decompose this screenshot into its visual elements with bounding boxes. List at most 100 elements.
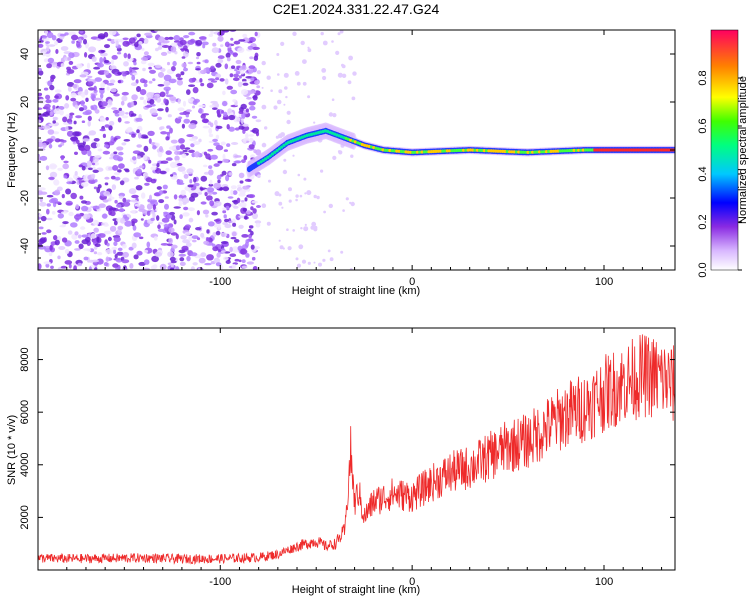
heatmap-noise-cell	[160, 126, 165, 130]
heatmap-noise-cell	[244, 215, 248, 220]
heatmap-noise-cell	[235, 70, 241, 75]
heatmap-noise-cell	[139, 236, 144, 240]
heatmap-noise-cell	[192, 100, 198, 105]
heatmap-noise-cell	[178, 200, 183, 207]
heatmap-ridge-peak	[386, 148, 390, 152]
heatmap-noise-cell	[221, 110, 225, 114]
heatmap-noise-cell	[120, 71, 128, 74]
heatmap-noise-cell	[192, 86, 199, 94]
heatmap-ridge-peak	[406, 150, 410, 154]
heatmap-noise-cell	[185, 114, 189, 118]
heatmap-faint-cell	[342, 209, 345, 212]
heatmap-noise-cell	[216, 109, 221, 116]
heatmap-noise-cell	[108, 120, 115, 126]
heatmap-noise-cell	[87, 75, 93, 79]
heatmap-faint-cell	[316, 195, 320, 200]
heatmap-noise-cell	[210, 80, 218, 83]
heatmap-noise-cell	[209, 200, 215, 207]
heatmap-noise-cell	[134, 206, 138, 210]
heatmap-noise-cell	[102, 133, 106, 138]
heatmap-noise-cell	[79, 147, 86, 152]
heatmap-noise-cell	[206, 254, 214, 261]
heatmap-noise-cell	[162, 40, 170, 44]
colorbar-ticks: 0.0 0.2 0.4 0.6 0.8	[697, 70, 742, 278]
heatmap-faint-cell	[277, 133, 283, 139]
heatmap-ridge-peak	[259, 160, 263, 164]
heatmap-noise-cell	[181, 123, 185, 129]
heatmap-noise-cell	[94, 179, 98, 183]
heatmap-noise-cell	[91, 162, 96, 166]
heatmap-noise-cell	[182, 51, 189, 58]
heatmap-noise-cell	[244, 178, 251, 182]
heatmap-faint-cell	[294, 71, 300, 76]
heatmap-noise-cell	[173, 194, 178, 200]
heatmap-noise-cell	[188, 31, 196, 36]
heatmap-noise-cell	[230, 37, 234, 41]
heatmap-noise-cell	[149, 69, 156, 74]
heatmap-noise-cell	[73, 265, 77, 270]
heatmap-noise-cell	[168, 227, 175, 233]
heatmap-noise-cell	[242, 185, 250, 190]
heatmap-noise-cell	[122, 267, 128, 270]
heatmap-noise-cell	[233, 205, 239, 209]
heatmap-noise-cell	[117, 169, 122, 173]
heatmap-noise-cell	[81, 234, 89, 238]
heatmap-noise-cell	[76, 63, 83, 69]
heatmap-noise-cell	[182, 212, 190, 217]
heatmap-noise-cell	[81, 165, 86, 171]
heatmap-noise-cell	[67, 230, 73, 235]
heatmap-noise-cell	[57, 255, 61, 260]
heatmap-noise-cell	[46, 203, 51, 207]
heatmap-noise-cell	[235, 59, 242, 65]
heatmap-noise-cell	[132, 225, 137, 231]
heatmap-noise-cell	[46, 31, 54, 39]
heatmap-faint-cell	[286, 110, 291, 115]
heatmap-noise-cell	[115, 257, 123, 263]
heatmap-noise-cell	[157, 46, 163, 50]
heatmap-noise-cell	[100, 82, 106, 89]
heatmap-noise-cell	[209, 179, 213, 185]
heatmap-y-tick-label: -20	[19, 190, 31, 206]
heatmap-noise-cell	[130, 210, 136, 214]
heatmap-ridge-peak	[655, 148, 659, 152]
heatmap-noise-cell	[183, 173, 189, 179]
heatmap-noise-cell	[63, 175, 68, 179]
heatmap-noise-cell	[251, 115, 258, 119]
heatmap-faint-cell	[261, 60, 266, 66]
heatmap-noise-cell	[68, 121, 73, 125]
heatmap-noise-cell	[166, 125, 171, 129]
heatmap-ridge-peak	[270, 152, 275, 156]
heatmap-noise-cell	[92, 205, 100, 210]
heatmap-noise-cell	[195, 39, 203, 46]
heatmap-noise-cell	[225, 260, 231, 264]
heatmap-ridge-peak	[630, 148, 634, 152]
heatmap-faint-cell	[322, 258, 326, 262]
heatmap-faint-cell	[278, 89, 283, 94]
heatmap-faint-cell	[313, 121, 316, 124]
heatmap-noise-cell	[133, 232, 142, 238]
heatmap-noise-cell	[242, 129, 246, 134]
heatmap-faint-cell	[323, 210, 326, 214]
heatmap-noise-cell	[91, 156, 99, 163]
heatmap-noise-cell	[122, 40, 130, 47]
heatmap-noise-cell	[74, 171, 78, 176]
heatmap-noise-cell	[97, 33, 106, 39]
heatmap-noise-cell	[117, 247, 123, 251]
snr-plot-area	[38, 328, 675, 570]
heatmap-noise-cell	[233, 160, 242, 164]
heatmap-ridge-peak	[570, 148, 574, 153]
heatmap-ridge-peak	[618, 148, 622, 152]
heatmap-noise-cell	[196, 237, 201, 241]
heatmap-noise-cell	[115, 176, 121, 181]
heatmap-noise-cell	[186, 168, 194, 175]
heatmap-noise-cell	[220, 141, 226, 146]
heatmap-noise-cell	[60, 265, 68, 269]
heatmap-noise-cell	[104, 182, 109, 186]
heatmap-ridge-peak	[634, 148, 638, 152]
heatmap-noise-cell	[192, 262, 198, 266]
heatmap-ridge-peak	[590, 148, 595, 152]
heatmap-noise-cell	[64, 32, 69, 36]
heatmap-ridge-peak	[512, 150, 516, 154]
heatmap-noise-cell	[100, 101, 108, 107]
heatmap-noise-cell	[148, 138, 152, 145]
